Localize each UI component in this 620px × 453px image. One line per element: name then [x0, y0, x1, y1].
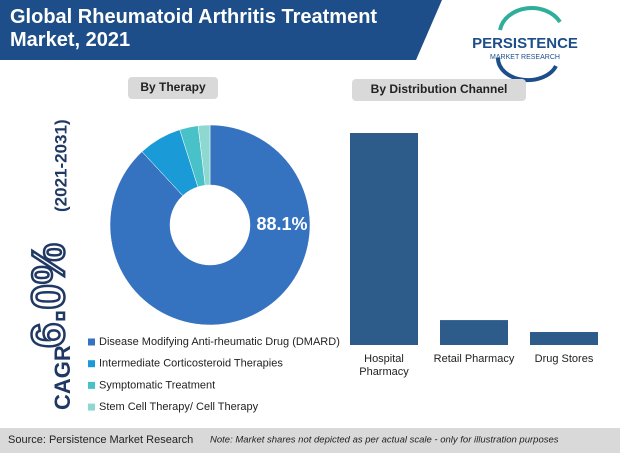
legend-swatch: [88, 338, 95, 346]
cagr-period: (2021-2031): [51, 119, 70, 212]
chart-title: By Therapy: [140, 80, 206, 94]
bar: [440, 320, 508, 345]
cagr-label: CAGR: [50, 345, 75, 410]
cagr: CAGR 6.0% (2021-2031): [21, 119, 76, 410]
chart-title: By Distribution Channel: [371, 82, 508, 96]
footer-note: Note: Market shares not depicted as per …: [210, 435, 559, 446]
legend-swatch: [88, 403, 95, 411]
legend-label: Stem Cell Therapy/ Cell Therapy: [99, 401, 259, 413]
cagr-value: 6.0%: [22, 243, 74, 348]
legend-swatch: [88, 360, 95, 368]
footer-bar: [0, 428, 620, 453]
bar: [350, 133, 418, 345]
legend-label: Disease Modifying Anti-rheumatic Drug (D…: [99, 336, 340, 348]
logo-name: PERSISTENCE: [472, 35, 578, 52]
data-label: 88.1%: [256, 214, 307, 234]
donut-slice: [197, 124, 211, 186]
donut-slice: [109, 124, 311, 326]
x-tick-label: Hospital Pharmacy: [359, 353, 409, 378]
title-box: [128, 77, 218, 99]
legend-label: Intermediate Corticosteroid Therapies: [99, 358, 283, 370]
legend-label: Symptomatic Treatment: [99, 379, 215, 391]
x-tick-label: Drug Stores: [534, 353, 594, 365]
legend-swatch: [88, 381, 95, 389]
bar: [530, 332, 598, 345]
footer-source: Source: Persistence Market Research: [8, 434, 193, 446]
page-title: Global Rheumatoid Arthritis Treatment Ma…: [10, 6, 378, 51]
title-box: [352, 79, 526, 101]
x-tick-label: Retail Pharmacy: [433, 353, 515, 365]
header-banner: [0, 0, 442, 60]
logo-tagline: MARKET RESEARCH: [490, 54, 560, 61]
